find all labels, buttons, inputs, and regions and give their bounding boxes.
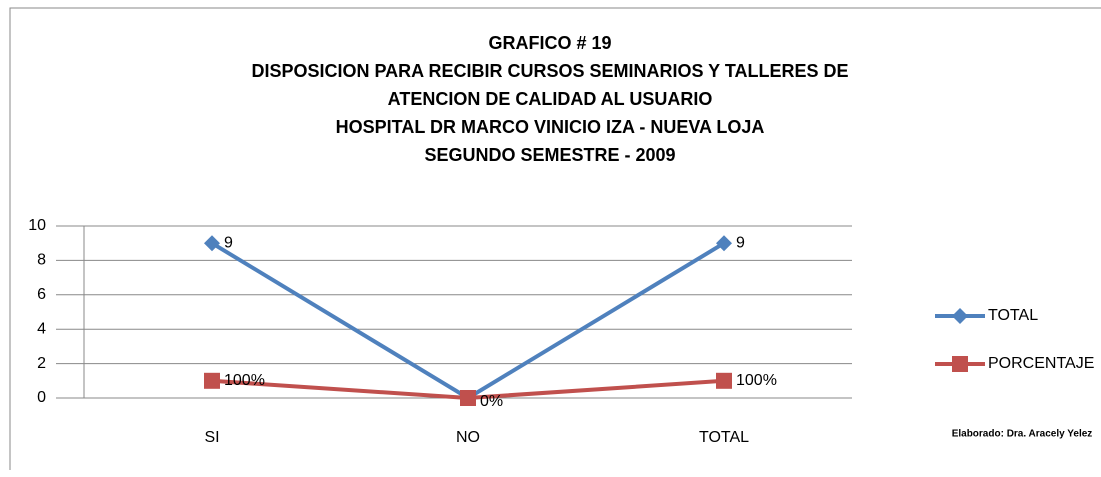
chart-title: HOSPITAL DR MARCO VINICIO IZA - NUEVA LO… [336,117,765,137]
y-tick-label: 10 [28,217,46,234]
x-tick-label: NO [456,429,480,446]
data-label: 100% [224,372,265,389]
data-label: 9 [224,234,233,251]
legend-marker [952,308,968,324]
legend-marker [952,356,968,372]
chart-frame [9,7,1101,470]
marker [204,235,220,252]
legend-label: TOTAL [988,307,1038,324]
chart-title: DISPOSICION PARA RECIBIR CURSOS SEMINARI… [251,61,848,81]
x-tick-label: TOTAL [699,429,749,446]
marker [204,372,220,389]
chart-title: GRAFICO # 19 [488,33,611,53]
y-tick-label: 6 [37,286,46,303]
line [210,241,726,401]
y-tick-label: 2 [37,355,46,372]
marker [716,235,732,252]
data-label: 9 [736,234,745,251]
x-tick-label: SI [204,429,219,446]
chart-title: SEGUNDO SEMESTRE - 2009 [424,145,675,165]
chart-title: ATENCION DE CALIDAD AL USUARIO [388,89,713,109]
data-label: 100% [736,372,777,389]
marker [460,390,476,406]
data-label: 0% [480,393,503,410]
y-tick-label: 8 [37,252,46,269]
legend-label: PORCENTAJE [988,355,1094,372]
note: Elaborado: Dra. Aracely Yelez [952,429,1093,440]
y-tick-label: 0 [37,389,46,406]
marker [716,372,732,389]
y-tick-label: 4 [37,320,46,337]
